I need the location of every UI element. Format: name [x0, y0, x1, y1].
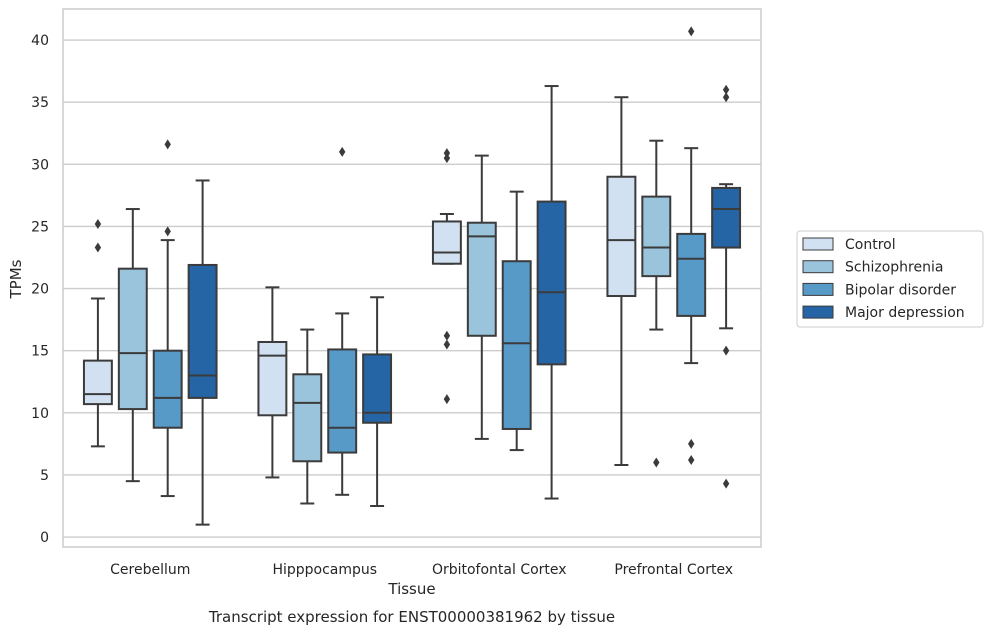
outlier-point: [653, 457, 660, 468]
box-iqr: [606, 175, 637, 298]
outlier-point: [722, 92, 730, 103]
box-schizophrenia: [117, 208, 148, 483]
box-iqr: [711, 186, 742, 249]
outlier-point: [443, 330, 451, 341]
plot-area-frame: [62, 8, 762, 548]
outlier-point: [164, 139, 171, 150]
box-iqr: [676, 232, 707, 317]
box-major-depression: [536, 85, 567, 500]
box-control: [82, 218, 113, 448]
legend-label: Schizophrenia: [845, 260, 943, 276]
legend-label: Major depression: [845, 305, 965, 321]
legend-swatch: [802, 237, 834, 251]
box-iqr: [257, 340, 288, 417]
box-iqr: [152, 349, 183, 429]
box-control: [606, 96, 637, 466]
legend-label: Control: [845, 237, 896, 253]
x-axis-label: Tissue: [387, 580, 435, 598]
box-bipolar-disorder: [327, 146, 358, 496]
outlier-point: [722, 345, 730, 356]
outlier-point: [94, 218, 102, 229]
x-tick-label: Orbitofontal Cortex: [432, 562, 567, 578]
y-tick-label: 40: [31, 33, 49, 49]
box-bipolar-disorder: [501, 190, 532, 452]
box-major-depression: [362, 296, 393, 507]
y-tick-label: 0: [40, 530, 49, 546]
x-tick-label: Prefrontal Cortex: [614, 562, 733, 578]
box-iqr: [466, 221, 497, 337]
outlier-point: [164, 226, 171, 237]
box-iqr: [82, 359, 113, 406]
box-iqr: [501, 260, 532, 430]
outlier-point: [722, 84, 730, 95]
box-bipolar-disorder: [676, 26, 707, 466]
x-tick-label: Hipppocampus: [272, 562, 377, 578]
y-tick-label: 30: [31, 157, 49, 173]
outlier-point: [339, 146, 346, 157]
y-tick-label: 25: [31, 219, 49, 235]
box-bipolar-disorder: [152, 139, 183, 498]
y-tick-label: 20: [31, 282, 49, 298]
box-iqr: [362, 353, 393, 424]
chart-title: Transcript expression for ENST0000038196…: [208, 608, 615, 626]
y-tick-label: 15: [31, 344, 49, 360]
box-schizophrenia: [641, 139, 672, 468]
box-control: [257, 286, 288, 479]
box-iqr: [187, 263, 218, 399]
legend-frame: [796, 230, 984, 328]
y-tick-label: 5: [40, 468, 49, 484]
y-tick-label: 35: [31, 95, 49, 111]
legend-swatch: [802, 260, 834, 274]
box-iqr: [292, 373, 323, 463]
box-iqr: [641, 195, 672, 278]
box-major-depression: [187, 179, 218, 526]
y-tick-label: 10: [31, 406, 49, 422]
box-schizophrenia: [292, 328, 323, 505]
legend-items: Control Schizophrenia Bipolar disorder Majo…: [802, 237, 965, 321]
box-major-depression: [711, 84, 742, 489]
outlier-point: [94, 242, 102, 253]
y-axis-ticks: 0 5 10 15 20 25 30 35 40: [31, 33, 49, 546]
outlier-point: [443, 394, 451, 405]
box-iqr: [431, 220, 462, 265]
boxes: [82, 26, 742, 526]
outlier-point: [688, 26, 695, 37]
box-schizophrenia: [466, 154, 497, 440]
outlier-point: [443, 148, 451, 159]
box-iqr: [117, 267, 148, 411]
outlier-point: [688, 455, 695, 466]
outlier-point: [688, 438, 695, 449]
outlier-point: [722, 478, 730, 489]
legend: Control Schizophrenia Bipolar disorder Majo…: [796, 230, 984, 328]
x-axis-ticks: Cerebellum Hipppocampus Orbitofontal Corte…: [110, 562, 733, 578]
box-iqr: [327, 348, 358, 454]
outlier-point: [443, 339, 451, 350]
legend-label: Bipolar disorder: [845, 282, 956, 298]
y-axis-label: TPMs: [7, 259, 25, 299]
x-tick-label: Cerebellum: [110, 562, 190, 578]
box-control: [431, 148, 462, 405]
legend-swatch: [802, 305, 834, 319]
legend-swatch: [802, 282, 834, 296]
box-iqr: [536, 200, 567, 366]
